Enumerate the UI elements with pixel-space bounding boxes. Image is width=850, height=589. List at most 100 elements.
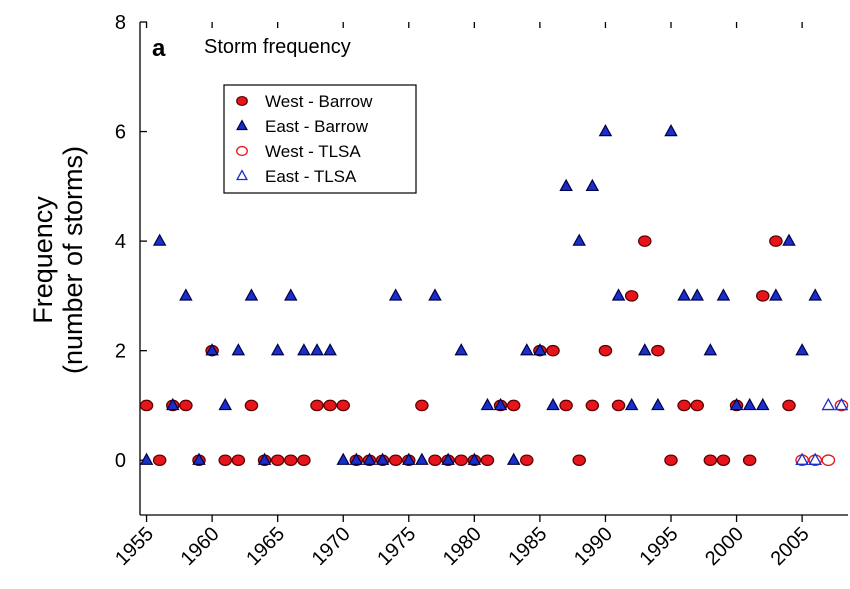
data-point [520, 454, 534, 467]
x-tick-label: 1980 [439, 523, 486, 570]
y-tick-label: 2 [115, 341, 126, 363]
data-point [572, 233, 586, 246]
data-points [139, 124, 849, 467]
data-point [454, 343, 468, 356]
data-point [638, 343, 652, 356]
data-point [454, 454, 468, 467]
data-point [152, 233, 167, 246]
panel-letter: a [152, 35, 166, 62]
data-point [677, 288, 691, 301]
data-point [638, 235, 652, 247]
data-point [585, 178, 600, 192]
data-point [624, 290, 639, 302]
data-point [795, 343, 809, 356]
data-point [231, 454, 246, 467]
data-point [139, 399, 154, 412]
data-point [703, 343, 718, 356]
data-point [533, 343, 547, 356]
data-point [388, 454, 403, 467]
chart-title: Storm frequency [204, 36, 351, 58]
data-point [690, 288, 704, 301]
x-tick-label: 1960 [177, 523, 224, 570]
data-point [441, 452, 455, 465]
y-tick-label: 8 [115, 12, 126, 34]
data-point [270, 454, 285, 467]
data-point [729, 397, 744, 411]
data-point [664, 124, 678, 137]
x-tick-label: 1965 [242, 523, 289, 570]
legend-label: East - Barrow [265, 117, 369, 136]
data-point [218, 454, 232, 467]
y-axis-title-line-1: Frequency [28, 196, 58, 324]
data-point [520, 343, 534, 356]
data-point [336, 452, 350, 465]
data-point [651, 344, 665, 357]
data-point [546, 397, 560, 411]
data-point [506, 452, 521, 465]
data-point [611, 288, 626, 301]
y-tick-label: 6 [115, 122, 126, 144]
x-tick-label: 1995 [636, 523, 683, 570]
data-point [270, 343, 285, 356]
data-point [323, 343, 337, 356]
data-point [651, 397, 665, 411]
data-point [808, 452, 823, 465]
data-point [559, 178, 573, 192]
series-east-tlsa [795, 397, 849, 465]
data-point [598, 344, 613, 357]
data-point [834, 397, 849, 411]
data-point [375, 452, 390, 465]
data-point [559, 399, 573, 412]
x-tick-label: 1975 [373, 523, 420, 570]
data-point [703, 454, 718, 467]
data-point [428, 288, 442, 301]
data-point [284, 454, 298, 467]
data-point [349, 452, 364, 465]
data-point [611, 399, 626, 412]
data-point [166, 397, 180, 411]
data-point [218, 397, 232, 411]
data-point [257, 452, 272, 465]
data-point [742, 397, 757, 411]
y-tick-label: 4 [115, 231, 126, 253]
data-point [624, 397, 639, 411]
data-point [297, 343, 311, 356]
data-point [821, 397, 836, 411]
data-point [769, 288, 783, 301]
series-east-barrow [139, 124, 822, 465]
data-point [821, 454, 836, 467]
data-point [388, 288, 403, 301]
legend-marker [236, 95, 248, 107]
data-point [782, 399, 796, 412]
data-point [152, 454, 167, 467]
data-point [415, 399, 429, 412]
data-point [480, 397, 495, 411]
data-point [192, 452, 206, 465]
data-point [428, 454, 442, 467]
y-tick-label: 0 [115, 450, 126, 472]
data-point [323, 399, 337, 412]
data-point [480, 454, 495, 467]
legend-marker [235, 169, 249, 181]
data-point [362, 452, 377, 465]
x-tick-label: 1970 [308, 523, 355, 570]
x-tick-label: 2005 [767, 523, 814, 570]
data-point [585, 399, 600, 412]
data-point [756, 397, 770, 411]
data-point [690, 399, 704, 412]
data-point [231, 343, 246, 356]
data-point [716, 288, 731, 301]
x-tick-label: 1985 [504, 523, 551, 570]
data-point [598, 124, 613, 137]
data-point [179, 288, 193, 301]
legend-box [223, 84, 417, 194]
data-point [664, 454, 678, 467]
legend-label: West - Barrow [265, 92, 373, 111]
data-point [415, 452, 429, 465]
data-point [756, 290, 770, 302]
legend-marker [236, 119, 248, 131]
legend-label: West - TLSA [265, 142, 361, 161]
data-point [808, 288, 822, 301]
data-point [467, 452, 482, 465]
